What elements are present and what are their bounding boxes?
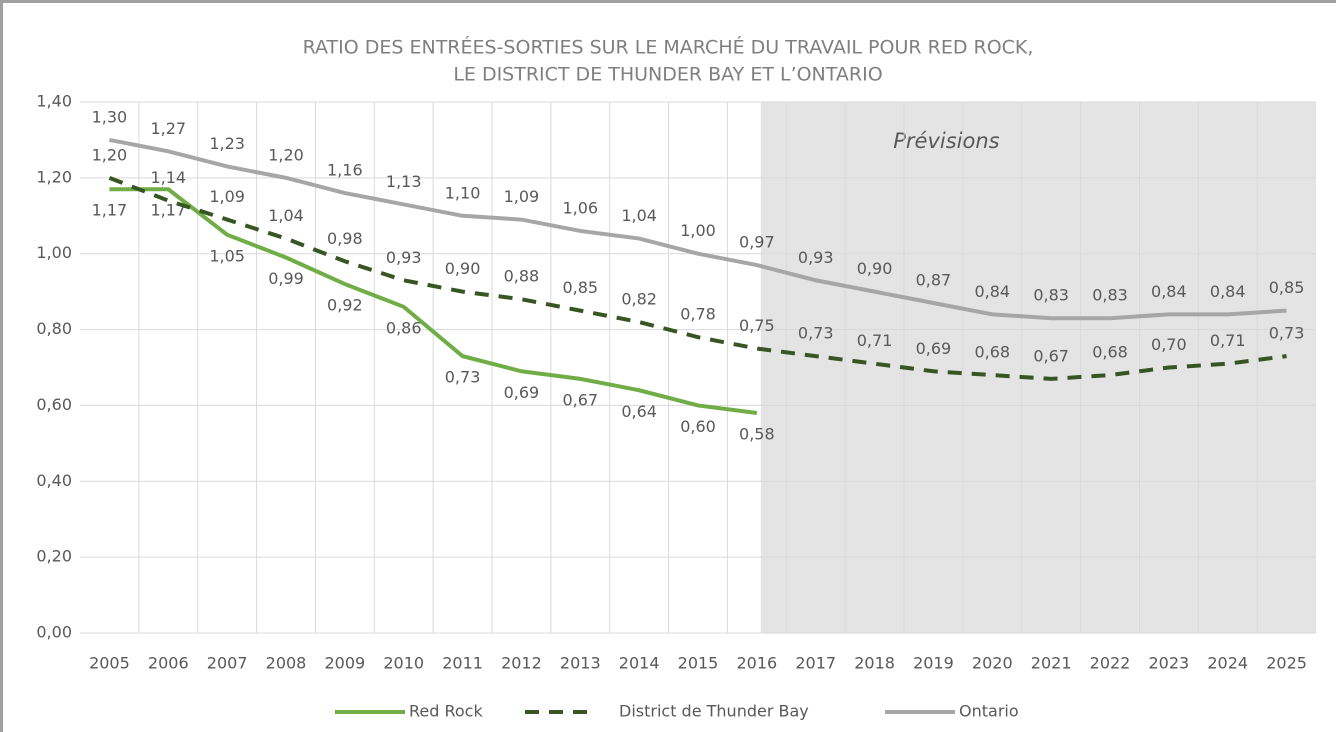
y-tick-label: 0,40	[36, 471, 72, 490]
data-label: 1,23	[209, 134, 245, 153]
x-tick-label: 2023	[1148, 654, 1189, 673]
data-label: 0,78	[680, 305, 716, 324]
x-tick-label: 2010	[383, 654, 424, 673]
data-label: 0,90	[445, 259, 481, 278]
data-label: 0,82	[621, 289, 657, 308]
data-label: 1,13	[386, 172, 422, 191]
x-tick-label: 2024	[1207, 654, 1248, 673]
chart-title: LE DISTRICT DE THUNDER BAY ET L’ONTARIO	[453, 64, 882, 86]
x-tick-label: 2012	[501, 654, 542, 673]
x-tick-label: 2009	[324, 654, 365, 673]
data-label: 0,60	[680, 417, 716, 436]
data-label: 0,64	[621, 402, 657, 421]
x-tick-label: 2016	[736, 654, 777, 673]
data-label: 1,14	[150, 168, 186, 187]
data-label: 0,83	[1033, 286, 1069, 305]
x-tick-label: 2021	[1031, 654, 1072, 673]
y-tick-label: 0,00	[36, 623, 72, 642]
forecast-shade	[760, 102, 1316, 633]
data-label: 0,93	[798, 248, 834, 267]
y-tick-label: 0,80	[36, 319, 72, 338]
data-label: 0,88	[504, 267, 540, 286]
data-label: 0,93	[386, 248, 422, 267]
data-label: 1,16	[327, 161, 363, 180]
x-tick-label: 2025	[1266, 654, 1307, 673]
data-label: 0,84	[1210, 282, 1246, 301]
legend-label: Red Rock	[409, 702, 483, 721]
data-label: 0,98	[327, 229, 363, 248]
data-label: 0,92	[327, 296, 363, 315]
x-tick-label: 2015	[678, 654, 719, 673]
series-line	[109, 137, 1287, 321]
data-label: 0,73	[1269, 324, 1305, 343]
data-label: 1,17	[92, 201, 128, 220]
data-label: 0,83	[1092, 286, 1128, 305]
data-label: 0,73	[798, 324, 834, 343]
legend-label: District de Thunder Bay	[619, 702, 809, 721]
y-tick-label: 1,40	[36, 92, 72, 111]
data-label: 0,69	[916, 339, 952, 358]
data-label: 0,85	[562, 278, 598, 297]
x-tick-label: 2013	[560, 654, 601, 673]
x-tick-label: 2022	[1090, 654, 1131, 673]
data-label: 0,99	[268, 269, 304, 288]
chart-title: RATIO DES ENTRÉES-SORTIES SUR LE MARCHÉ …	[303, 36, 1034, 59]
data-label: 0,90	[857, 259, 893, 278]
data-label: 0,68	[1092, 343, 1128, 362]
data-label: 0,84	[974, 282, 1010, 301]
y-tick-label: 1,00	[36, 243, 72, 262]
data-label: 0,71	[857, 331, 893, 350]
data-label: 0,75	[739, 316, 775, 335]
x-tick-label: 2019	[913, 654, 954, 673]
series-line	[108, 175, 1287, 381]
data-label: 0,84	[1151, 282, 1187, 301]
data-label: 1,20	[268, 145, 304, 164]
y-tick-label: 0,60	[36, 395, 72, 414]
x-tick-label: 2008	[266, 654, 307, 673]
x-tick-label: 2018	[854, 654, 895, 673]
annotation: Prévisions	[893, 129, 999, 153]
data-label: 1,06	[562, 198, 598, 217]
series-line	[109, 187, 758, 415]
x-tick-label: 2017	[795, 654, 836, 673]
data-label: 1,04	[621, 206, 657, 225]
data-label: 1,27	[150, 119, 186, 138]
data-label: 0,97	[739, 233, 775, 252]
y-tick-label: 1,20	[36, 167, 72, 186]
x-tick-label: 2006	[148, 654, 189, 673]
data-label: 0,58	[739, 425, 775, 444]
data-label: 0,68	[974, 343, 1010, 362]
x-tick-label: 2007	[207, 654, 248, 673]
data-label: 0,71	[1210, 331, 1246, 350]
x-tick-label: 2020	[972, 654, 1013, 673]
x-tick-label: 2014	[619, 654, 660, 673]
data-label: 0,69	[504, 383, 540, 402]
data-label: 0,85	[1269, 278, 1305, 297]
x-tick-label: 2011	[442, 654, 483, 673]
data-label: 0,87	[916, 271, 952, 290]
data-label: 1,05	[209, 246, 245, 265]
data-label: 0,67	[1033, 346, 1069, 365]
data-label: 1,04	[268, 206, 304, 225]
data-label: 1,09	[504, 187, 540, 206]
data-label: 1,20	[92, 145, 128, 164]
data-label: 0,70	[1151, 335, 1187, 354]
data-label: 1,30	[92, 107, 128, 126]
data-label: 0,86	[386, 318, 422, 337]
data-label: 1,09	[209, 187, 245, 206]
legend-label: Ontario	[959, 702, 1019, 721]
data-label: 1,00	[680, 221, 716, 240]
y-tick-label: 0,20	[36, 547, 72, 566]
data-label: 0,67	[562, 390, 598, 409]
x-tick-label: 2005	[89, 654, 130, 673]
data-label: 0,73	[445, 368, 481, 387]
data-label: 1,10	[445, 183, 481, 202]
